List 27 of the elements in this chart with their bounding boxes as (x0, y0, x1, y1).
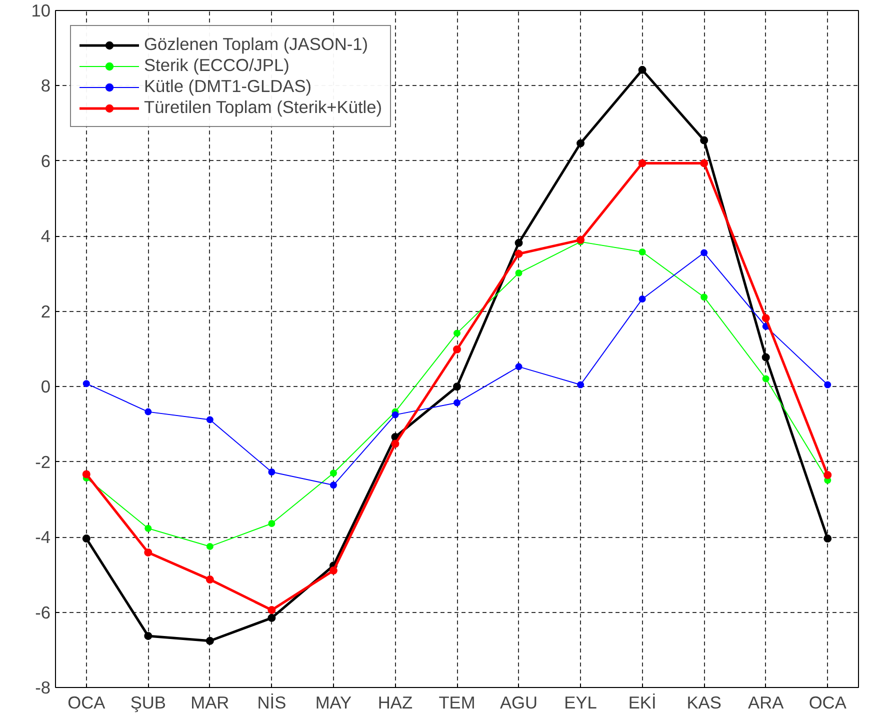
legend-label: Sterik (ECCO/JPL) (144, 55, 290, 76)
x-tick-label: NİS (257, 692, 286, 712)
legend-label: Türetilen Toplam (Sterik+Kütle) (144, 97, 382, 118)
y-tick-label: 6 (40, 150, 51, 171)
x-tick-label: OCA (808, 692, 847, 712)
y-tick-label: 2 (40, 301, 51, 322)
x-tick-label: EKİ (628, 692, 656, 712)
x-tick-label: ŞUB (130, 692, 166, 712)
y-tick-label: -2 (35, 452, 51, 472)
y-tick-label: -6 (35, 602, 51, 622)
x-tick-label: OCA (68, 692, 106, 712)
x-tick-label: TEM (438, 692, 476, 712)
y-tick-label: 10 (31, 0, 51, 20)
y-tick-label: -4 (35, 527, 51, 548)
x-tick-label: EYL (564, 692, 598, 712)
legend-label: Kütle (DMT1-GLDAS) (144, 76, 312, 97)
x-tick-label: MAY (315, 692, 352, 712)
legend-label: Gözlenen Toplam (JASON-1) (144, 34, 368, 55)
y-tick-label: -8 (35, 678, 51, 698)
x-tick-label: KAS (686, 692, 722, 712)
x-tick-label: HAZ (378, 692, 413, 712)
y-tick-label: 4 (40, 226, 51, 246)
x-tick-label: ARA (748, 692, 784, 712)
y-tick-label: 0 (40, 376, 51, 397)
y-tick-label: 8 (40, 76, 51, 96)
x-tick-label: AGU (500, 692, 538, 712)
x-tick-label: MAR (190, 692, 230, 712)
